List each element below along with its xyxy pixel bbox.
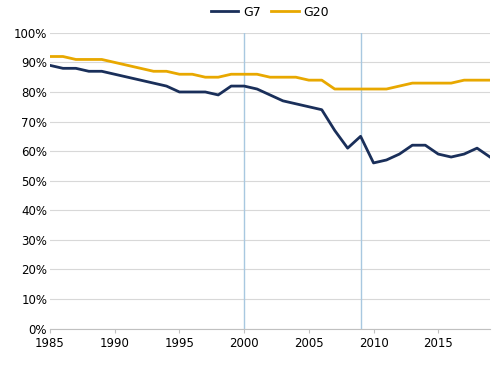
G20 [190, 72, 196, 76]
G7 [215, 93, 221, 97]
G7 [112, 72, 117, 76]
G7 [228, 84, 234, 88]
G7 [487, 155, 493, 159]
G20 [280, 75, 286, 80]
G7 [99, 69, 105, 73]
G20 [150, 69, 156, 73]
G7 [332, 128, 338, 132]
G20 [124, 63, 130, 68]
G7 [396, 152, 402, 156]
G7 [138, 78, 143, 82]
G7 [267, 93, 273, 97]
G7 [190, 90, 196, 94]
G20 [384, 87, 390, 91]
G7 [60, 66, 66, 70]
G20 [396, 84, 402, 88]
G20 [474, 78, 480, 82]
G20 [202, 75, 208, 80]
G20 [138, 66, 143, 70]
G20 [254, 72, 260, 76]
G7 [384, 158, 390, 162]
G20 [344, 87, 350, 91]
G7 [254, 87, 260, 91]
G20 [358, 87, 364, 91]
G20 [410, 81, 416, 85]
G20 [435, 81, 441, 85]
G20 [241, 72, 247, 76]
G7 [474, 146, 480, 150]
G7 [306, 104, 312, 109]
G7 [344, 146, 350, 150]
G20 [293, 75, 299, 80]
G20 [370, 87, 376, 91]
G7 [73, 66, 79, 70]
G20 [487, 78, 493, 82]
G20 [176, 72, 182, 76]
G7 [164, 84, 170, 88]
G20 [112, 60, 117, 65]
G20 [47, 54, 53, 59]
Line: G20: G20 [50, 57, 490, 89]
G7 [150, 81, 156, 85]
G20 [461, 78, 467, 82]
G20 [267, 75, 273, 80]
G7 [86, 69, 92, 73]
G7 [461, 152, 467, 156]
G7 [448, 155, 454, 159]
G20 [215, 75, 221, 80]
G20 [73, 57, 79, 62]
Legend: G7, G20: G7, G20 [206, 1, 334, 24]
G7 [293, 101, 299, 106]
G7 [176, 90, 182, 94]
G7 [202, 90, 208, 94]
G7 [124, 75, 130, 80]
G20 [60, 54, 66, 59]
G20 [164, 69, 170, 73]
G20 [86, 57, 92, 62]
G20 [422, 81, 428, 85]
G20 [306, 78, 312, 82]
G20 [99, 57, 105, 62]
G20 [228, 72, 234, 76]
G7 [410, 143, 416, 147]
G7 [422, 143, 428, 147]
G7 [280, 99, 286, 103]
G7 [370, 161, 376, 165]
G20 [319, 78, 325, 82]
G7 [358, 134, 364, 138]
G20 [448, 81, 454, 85]
G20 [332, 87, 338, 91]
G7 [241, 84, 247, 88]
G7 [47, 63, 53, 68]
G7 [435, 152, 441, 156]
Line: G7: G7 [50, 65, 490, 163]
G7 [319, 108, 325, 112]
